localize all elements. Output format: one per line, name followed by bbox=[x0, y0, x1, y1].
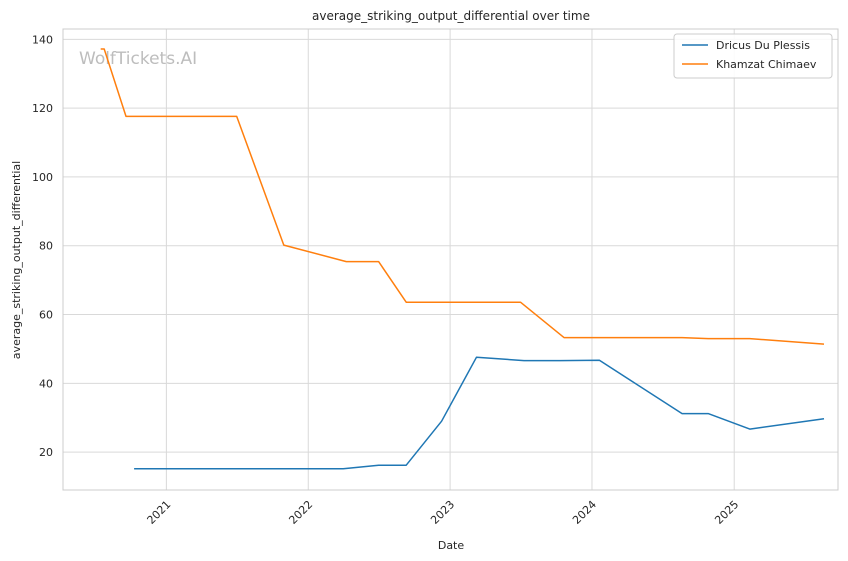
y-tick-label: 40 bbox=[39, 377, 53, 390]
watermark: WolfTickets.AI bbox=[79, 49, 197, 69]
series-line-khamzat bbox=[100, 48, 825, 345]
series-lines bbox=[100, 48, 825, 470]
y-axis-label: average_striking_output_differential bbox=[10, 161, 23, 359]
legend-label-khamzat: Khamzat Chimaev bbox=[716, 58, 817, 71]
plot-frame bbox=[62, 28, 839, 491]
series-line-dricus bbox=[134, 356, 825, 470]
y-tick-label: 100 bbox=[32, 171, 53, 184]
y-tick-label: 20 bbox=[39, 446, 53, 459]
y-axis-ticks: 20 40 60 80 100 120 140 bbox=[32, 33, 53, 459]
gridlines bbox=[63, 29, 838, 490]
chart-title: average_striking_output_differential ove… bbox=[312, 9, 590, 23]
y-tick-label: 120 bbox=[32, 102, 53, 115]
legend-label-dricus: Dricus Du Plessis bbox=[716, 39, 810, 52]
x-axis-label: Date bbox=[438, 539, 465, 552]
y-tick-label: 60 bbox=[39, 309, 53, 322]
legend: Dricus Du Plessis Khamzat Chimaev bbox=[673, 33, 833, 79]
y-tick-label: 140 bbox=[32, 33, 53, 46]
y-tick-label: 80 bbox=[39, 240, 53, 253]
legend-box bbox=[673, 33, 833, 79]
